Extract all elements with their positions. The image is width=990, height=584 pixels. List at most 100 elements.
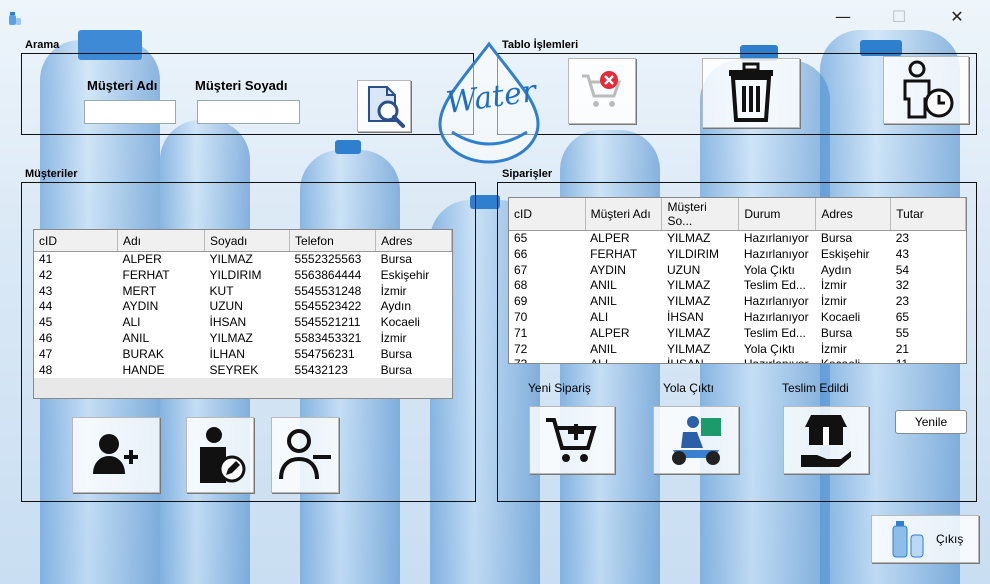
table-cell: 43 [895,246,910,261]
table-cell: ANIL [122,330,150,345]
table-row[interactable]: 47 BURAK İLHAN 554756231 Bursa [34,347,452,363]
table-cell: 48 [39,362,53,377]
trash-icon [729,62,773,122]
table-cell: 21 [895,341,910,356]
table-row[interactable]: 46 ANIL YILMAZ 5583453321 İzmir [34,331,452,347]
table-cell: 65 [514,231,528,245]
shipped-button[interactable] [653,406,739,474]
table-cell: 66 [514,246,528,261]
table-cell: ALI [585,357,662,363]
table-row[interactable]: 43 MERT KUT 5545531248 İzmir [34,284,452,300]
table-cell: 71 [514,325,528,340]
table-row[interactable]: 44 AYDIN UZUN 5545523422 Aydın [34,299,452,315]
table-cell: 46 [39,330,53,345]
table-row[interactable]: 67 AYDIN UZUN Yola Çıktı Aydın 54 [509,263,966,279]
table-row[interactable]: 70 ALI İHSAN Hazırlanıyor Kocaeli 65 [509,310,966,326]
search-button[interactable] [357,80,411,132]
table-cell: 5583453321 [294,330,362,345]
maximize-button[interactable]: ☐ [891,7,907,26]
table-cell: 5545531248 [294,283,362,298]
remove-customer-button[interactable] [271,417,339,493]
table-row[interactable]: 65 ALPER YILMAZ Hazırlanıyor Bursa 23 [509,231,966,247]
table-cell: Yola Çıktı [743,262,795,277]
table-cell: YILMAZ [209,330,253,345]
table-cell: Bursa [380,362,412,377]
table-cell: İzmir [820,341,847,356]
table-cell: 23 [895,294,910,309]
table-cell: Hazırlanıyor [743,309,809,324]
column-header[interactable]: cID [509,198,586,231]
edit-customer-button[interactable] [186,417,254,493]
table-cell: Eskişehir [380,267,430,282]
table-row[interactable]: 71 ALPER YILMAZ Teslim Ed... Bursa 55 [509,326,966,342]
column-header[interactable]: Telefon [289,230,377,252]
table-cell: ALPER [122,252,162,266]
table-cell: Bursa [380,252,412,266]
column-header[interactable]: Müşteri So... [661,198,740,231]
table-cell: 554756231 [294,346,355,361]
table-cell: AYDIN [122,299,159,314]
first-name-field[interactable] [84,100,176,124]
table-cell: ANIL [590,294,617,309]
table-cell: Eskişehir [820,246,870,261]
water-bottles-icon [892,521,924,558]
table-cell: Teslim Ed... [743,278,806,293]
table-cell: 5563864444 [294,267,362,282]
delivered-button[interactable] [783,406,869,474]
column-header[interactable]: Tutar [890,198,966,231]
delete-button[interactable] [702,58,800,128]
table-cell: UZUN [209,299,243,314]
last-name-label: Müşteri Soyadı [195,78,288,93]
table-row[interactable]: 73ALIİHSANHazırlanıyorKocaeli11 [509,357,966,363]
table-cell: 11 [891,357,966,363]
table-cell: 5545521211 [294,315,361,330]
cancel-order-button[interactable] [568,58,636,124]
table-cell: ALPER [590,325,630,340]
table-cell: Bursa [820,231,853,245]
table-row[interactable]: 41 ALPER YILMAZ 5552325563 Bursa [34,252,452,268]
table-cell: İzmir [820,294,847,309]
table-row[interactable]: 66 FERHAT YILDIRIM Hazırlanıyor Eskişehir 43 [509,247,966,263]
refresh-button[interactable]: Yenile [895,410,967,434]
table-row[interactable]: 68 ANIL YILMAZ Teslim Ed... İzmir 32 [509,278,966,294]
person-clock-icon [903,60,954,119]
table-row[interactable]: 42 FERHAT YILDIRIM 5563864444 Eskişehir [34,268,452,284]
table-cell: Hazırlanıyor [743,246,809,261]
table-cell: 55432123 [294,362,348,377]
table-cell: 73 [509,357,585,363]
table-cell: 45 [39,315,53,330]
table-cell: 5552325563 [294,252,362,266]
column-header[interactable]: Adres [815,198,892,231]
table-cell: YILMAZ [666,325,711,340]
title-bar: — ☐ ✕ [0,0,990,34]
document-search-icon [368,86,405,128]
table-cell: ALI [122,315,141,330]
last-name-field[interactable] [197,100,300,124]
add-customer-button[interactable] [72,417,160,493]
first-name-label: Müşteri Adı [87,78,158,93]
minimize-button[interactable]: — [835,7,851,26]
table-cell: YILMAZ [666,294,711,309]
column-header[interactable]: Soyadı [204,230,291,252]
column-header[interactable]: Adı [117,230,206,252]
new-order-button[interactable] [529,406,615,474]
column-header[interactable]: cID [34,230,118,252]
table-row[interactable]: 45 ALI İHSAN 5545521211 Kocaeli [34,315,452,331]
waiting-customer-button[interactable] [883,56,969,124]
table-row[interactable]: 48 HANDE SEYREK 55432123 Bursa [34,363,452,379]
table-cell: KUT [209,283,234,298]
table-row[interactable]: 72 ANIL YILMAZ Yola Çıktı İzmir 21 [509,342,966,358]
exit-button[interactable]: Çıkış [871,515,979,563]
table-cell: 5545523422 [294,299,362,314]
column-header[interactable]: Durum [738,198,817,231]
table-cell: İzmir [820,278,847,293]
table-row[interactable]: 69 ANIL YILMAZ Hazırlanıyor İzmir 23 [509,294,966,310]
column-header[interactable]: Müşteri Adı [585,198,663,231]
cart-add-icon [546,418,597,462]
customers-table[interactable]: cID Adı Soyadı Telefon Adres 41 ALPER YILMAZ 55… [33,229,453,399]
orders-table[interactable]: cID Müşteri Adı Müşteri So... Durum Adres Tut… [508,197,967,364]
table-cell: YILDIRIM [666,246,719,261]
close-button[interactable]: ✕ [950,7,964,26]
column-header[interactable]: Adres [375,230,452,252]
table-cell: UZUN [666,262,701,277]
